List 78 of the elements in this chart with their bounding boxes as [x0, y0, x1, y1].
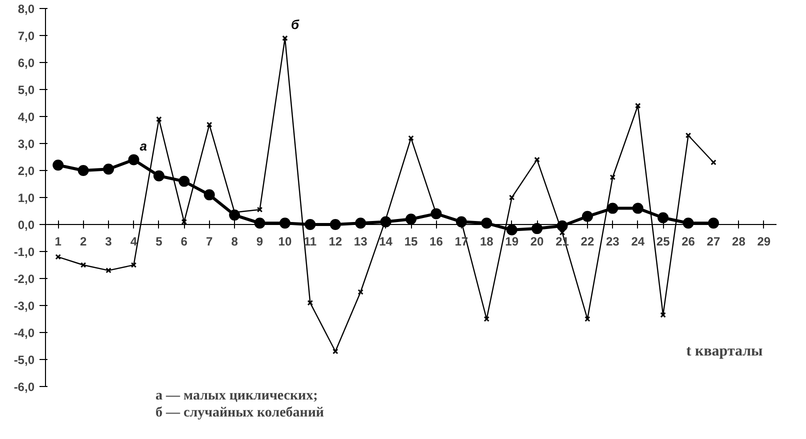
x-tick-label: 15: [404, 234, 418, 248]
series-label: а: [140, 138, 147, 154]
y-tick-label: -5,0: [14, 353, 35, 367]
x-tick-label: 27: [706, 234, 720, 248]
series-label: б: [290, 17, 300, 32]
x-tick-label: 22: [580, 234, 594, 248]
x-tick-label: 7: [206, 234, 214, 248]
point: [632, 202, 644, 214]
point: [307, 300, 314, 306]
point: [685, 132, 692, 138]
x-tick-label: 24: [631, 234, 645, 248]
point: [408, 135, 414, 141]
y-tick-label: -1,0: [14, 245, 35, 259]
y-tick-label: 4,0: [18, 110, 35, 124]
point: [282, 35, 288, 42]
point: [508, 194, 515, 200]
x-tick-label: 9: [256, 234, 264, 248]
x-tick-label: 16: [430, 234, 444, 248]
y-tick-label: -2,0: [14, 272, 35, 286]
text: б — случайных колебаний: [156, 406, 324, 420]
point: [106, 268, 112, 274]
x-tick-label: 29: [757, 234, 771, 248]
x-tick-label: 28: [732, 234, 746, 248]
point: [128, 154, 140, 166]
point: [256, 206, 263, 213]
x-tick-label: 20: [530, 234, 544, 248]
point: [610, 174, 616, 180]
point: [607, 202, 618, 214]
y-tick-label: 2,0: [18, 164, 35, 178]
x-tick-label: 12: [328, 234, 342, 248]
y-tick-label: -3,0: [14, 299, 35, 313]
point: [78, 165, 89, 176]
x-axis-title: t кварталы: [686, 344, 764, 360]
text: а — малых циклических;: [156, 388, 318, 404]
x-tick-label: 26: [682, 234, 696, 248]
point: [534, 156, 540, 163]
x-tick-label: 23: [606, 234, 620, 248]
point: [153, 170, 164, 182]
point: [582, 210, 593, 222]
point: [206, 122, 212, 128]
point: [103, 164, 114, 175]
y-tick-label: 8,0: [18, 2, 35, 16]
x-tick-label: 6: [180, 234, 188, 248]
y-tick-label: 3,0: [18, 137, 35, 151]
y-tick-label: 7,0: [18, 29, 35, 43]
x-tick-label: 2: [80, 234, 87, 248]
point: [658, 212, 669, 224]
point: [634, 102, 641, 109]
point: [156, 116, 162, 122]
point: [406, 214, 416, 225]
point: [660, 312, 666, 318]
x-tick-label: 14: [379, 234, 393, 248]
point: [80, 262, 86, 268]
x-tick-label: 5: [156, 234, 163, 248]
y-tick-label: 6,0: [18, 56, 35, 70]
point: [52, 160, 64, 171]
point: [204, 189, 215, 200]
x-tick-label: 13: [354, 234, 368, 248]
y-tick-label: 0,0: [18, 218, 35, 232]
x-tick-label: 1: [54, 234, 62, 248]
y-tick-label: 1,0: [18, 191, 35, 205]
x-tick-label: 18: [480, 234, 494, 248]
x-tick-label: 4: [130, 234, 138, 248]
point: [484, 316, 490, 322]
point: [584, 316, 590, 322]
x-tick-label: 19: [505, 234, 519, 248]
x-tick-label: 25: [656, 234, 670, 248]
y-tick-label: 5,0: [18, 83, 35, 97]
point: [332, 348, 338, 354]
point: [130, 262, 137, 268]
y-tick-label: -4,0: [14, 326, 35, 340]
y-tick-label: -6,0: [14, 380, 35, 394]
x-tick-label: 10: [278, 234, 292, 248]
point: [506, 224, 518, 236]
x-tick-label: 8: [231, 234, 238, 248]
point: [358, 289, 364, 295]
x-tick-label: 3: [105, 234, 112, 248]
point: [178, 176, 190, 187]
